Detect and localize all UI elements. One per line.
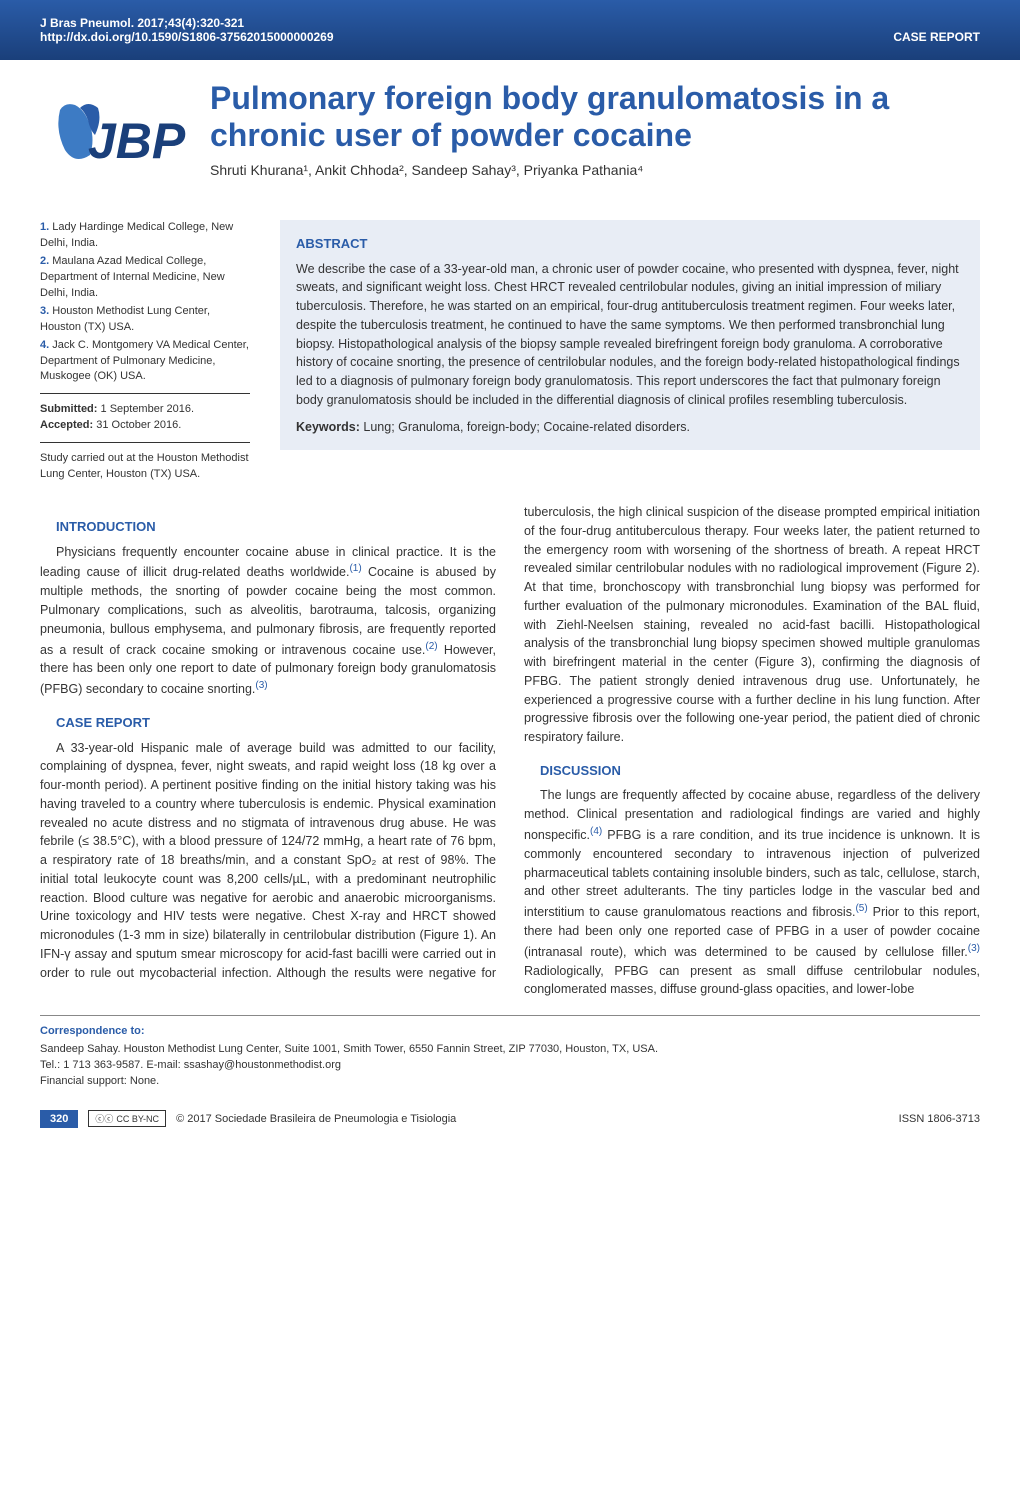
affiliation-1: 1. Lady Hardinge Medical College, New De… [40, 220, 250, 252]
introduction-heading: INTRODUCTION [40, 517, 496, 537]
authors-line: Shruti Khurana¹, Ankit Chhoda², Sandeep … [210, 162, 980, 178]
correspondence-block: Correspondence to: Sandeep Sahay. Housto… [0, 1016, 1020, 1104]
correspondence-heading: Correspondence to: [40, 1024, 980, 1040]
doi-line: http://dx.doi.org/10.1590/S1806-37562015… [40, 30, 334, 44]
header-citation-block: J Bras Pneumol. 2017;43(4):320-321 http:… [40, 16, 334, 44]
copyright-text: © 2017 Sociedade Brasileira de Pneumolog… [176, 1113, 456, 1125]
submitted-line: Submitted: 1 September 2016. [40, 402, 250, 418]
affiliation-4: 4. Jack C. Montgomery VA Medical Center,… [40, 338, 250, 386]
ref-link-3b[interactable]: (3) [968, 943, 980, 954]
title-row: JBP Pulmonary foreign body granulomatosi… [0, 60, 1020, 200]
abstract-text: We describe the case of a 33-year-old ma… [296, 260, 964, 410]
affiliation-3: 3. Houston Methodist Lung Center, Housto… [40, 304, 250, 336]
jbp-logo-icon: JBP [40, 80, 190, 190]
introduction-p1: Physicians frequently encounter cocaine … [40, 543, 496, 699]
abstract-heading: ABSTRACT [296, 234, 964, 254]
case-report-heading: CASE REPORT [40, 713, 496, 733]
abstract-box: ABSTRACT We describe the case of a 33-ye… [280, 220, 980, 450]
sidebar-divider-1 [40, 393, 250, 394]
journal-logo: JBP [40, 80, 190, 190]
article-title: Pulmonary foreign body granulomatosis in… [210, 80, 980, 154]
cc-license-badge: ⓒⓒ CC BY-NC [88, 1110, 166, 1127]
abstract-area: ABSTRACT We describe the case of a 33-ye… [280, 220, 980, 483]
article-body: INTRODUCTION Physicians frequently encou… [0, 493, 1020, 1015]
footer-left: 320 ⓒⓒ CC BY-NC © 2017 Sociedade Brasile… [40, 1110, 456, 1128]
discussion-p1: The lungs are frequently affected by coc… [524, 786, 980, 999]
sidebar-affiliations: 1. Lady Hardinge Medical College, New De… [40, 220, 250, 483]
ref-link-4[interactable]: (4) [590, 826, 602, 837]
correspondence-line-2: Tel.: 1 713 363-9587. E-mail: ssashay@ho… [40, 1058, 980, 1074]
ref-link-3[interactable]: (3) [255, 680, 267, 691]
correspondence-line-1: Sandeep Sahay. Houston Methodist Lung Ce… [40, 1042, 980, 1058]
title-block: Pulmonary foreign body granulomatosis in… [210, 80, 980, 178]
svg-text:JBP: JBP [88, 113, 186, 169]
page-footer: 320 ⓒⓒ CC BY-NC © 2017 Sociedade Brasile… [0, 1104, 1020, 1138]
discussion-heading: DISCUSSION [524, 761, 980, 781]
issn-text: ISSN 1806-3713 [899, 1113, 980, 1125]
ref-link-1[interactable]: (1) [349, 563, 361, 574]
keywords-line: Keywords: Lung; Granuloma, foreign-body;… [296, 418, 964, 437]
journal-citation: J Bras Pneumol. 2017;43(4):320-321 [40, 16, 334, 30]
cc-icon: ⓒⓒ [95, 1112, 113, 1125]
accepted-line: Accepted: 31 October 2016. [40, 418, 250, 434]
sidebar-divider-2 [40, 442, 250, 443]
affiliation-2: 2. Maulana Azad Medical College, Departm… [40, 254, 250, 302]
study-location: Study carried out at the Houston Methodi… [40, 451, 250, 483]
ref-link-2[interactable]: (2) [425, 641, 437, 652]
article-type-label: CASE REPORT [893, 30, 980, 44]
journal-header: J Bras Pneumol. 2017;43(4):320-321 http:… [0, 0, 1020, 60]
page-number: 320 [40, 1110, 78, 1128]
info-abstract-row: 1. Lady Hardinge Medical College, New De… [0, 200, 1020, 493]
ref-link-5[interactable]: (5) [855, 903, 867, 914]
correspondence-line-3: Financial support: None. [40, 1074, 980, 1090]
